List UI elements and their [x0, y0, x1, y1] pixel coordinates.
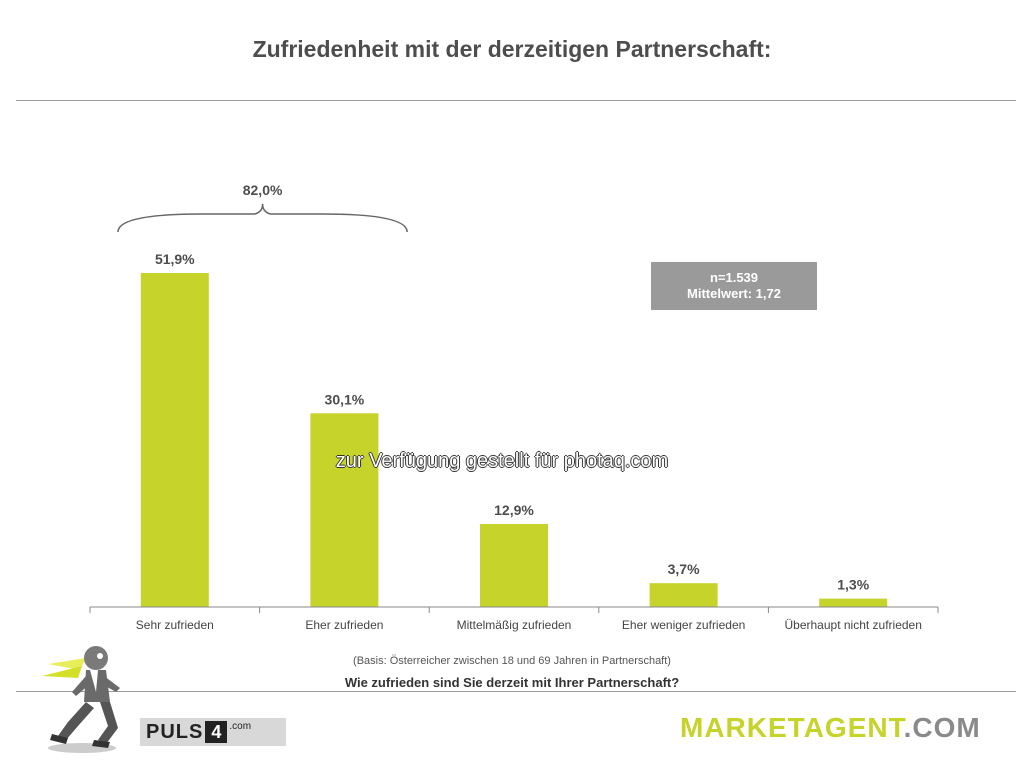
running-man-mascot-icon [42, 646, 120, 753]
bar-1 [140, 273, 209, 607]
value-label-5: 1,3% [837, 577, 869, 593]
marketagent-logo-main: MARKETAGENT [680, 712, 904, 743]
puls-logo-number: 4 [205, 721, 228, 743]
bottom-divider [16, 691, 1016, 692]
category-labels-group: Sehr zufrieden Eher zufrieden Mittelmäßig … [136, 618, 922, 632]
category-label-1: Sehr zufrieden [136, 618, 214, 632]
value-label-1: 51,9% [155, 251, 195, 267]
puls4-logo: PULS 4 .com [140, 718, 286, 746]
value-label-2: 30,1% [325, 391, 365, 407]
marketagent-logo: MARKETAGENT.COM [680, 712, 981, 744]
basis-note: (Basis: Österreicher zwischen 18 und 69 … [353, 655, 671, 667]
top-divider [16, 100, 1016, 101]
bracket-annotation [117, 203, 408, 233]
category-label-2: Eher zufrieden [305, 618, 383, 632]
watermark: zur Verfügung gestellt für photaq.com [335, 450, 669, 472]
bar-4 [649, 583, 718, 607]
bracket-annotation-label: 82,0% [243, 182, 283, 198]
puls-logo-suffix: .com [229, 721, 252, 732]
stats-box: n=1.539 Mittelwert: 1,72 [651, 262, 817, 310]
category-label-4: Eher weniger zufrieden [622, 618, 745, 632]
bar-5 [819, 598, 888, 607]
category-label-5: Überhaupt nicht zufrieden [784, 618, 921, 632]
value-label-3: 12,9% [494, 502, 534, 518]
bar-chart: 51,9% 30,1% 12,9% 3,7% 1,3% Sehr zufrieden Eh… [89, 182, 939, 632]
mean-value: Mittelwert: 1,72 [687, 286, 781, 301]
marketagent-logo-suffix: .COM [903, 712, 981, 743]
value-label-4: 3,7% [668, 561, 700, 577]
bar-3 [480, 523, 548, 607]
chart-title: Zufriedenheit mit der derzeitigen Partne… [252, 36, 772, 62]
sample-size: n=1.539 [709, 270, 759, 285]
bars-group [140, 273, 888, 607]
bar-2 [310, 413, 379, 607]
puls-logo-text: PULS [146, 720, 204, 743]
survey-question: Wie zufrieden sind Sie derzeit mit Ihrer… [344, 675, 680, 690]
category-label-3: Mittelmäßig zufrieden [457, 618, 572, 632]
x-axis [89, 606, 939, 613]
value-labels-group: 51,9% 30,1% 12,9% 3,7% 1,3% [155, 251, 870, 593]
